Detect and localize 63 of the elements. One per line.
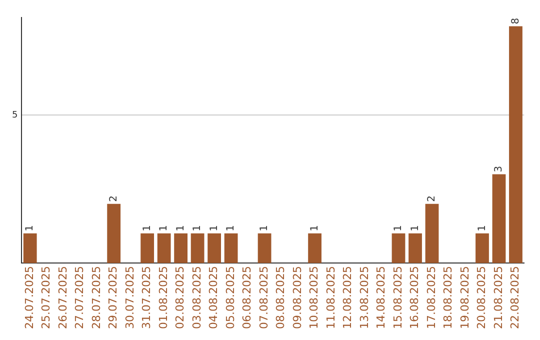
x-tick-label: 25.07.2025 [40,266,53,330]
x-tick-label: 07.08.2025 [257,266,270,330]
x-tick-label: 22.08.2025 [508,266,522,330]
x-tick-label: 12.08.2025 [341,266,354,330]
x-tick-label: 01.08.2025 [156,266,170,330]
bar [107,204,121,264]
x-tick-label: 03.08.2025 [190,266,204,330]
bar [392,233,406,264]
x-tick-label: 11.08.2025 [324,266,338,330]
bar [258,233,272,264]
x-tick-label: 14.08.2025 [374,266,388,330]
x-tick-label: 16.08.2025 [408,266,422,330]
bar [208,233,222,264]
data-label: 2 [108,195,120,202]
x-tick-label: 06.08.2025 [240,266,254,330]
bar [476,233,489,264]
bar [140,233,154,264]
bar [509,26,522,264]
x-tick-label: 21.08.2025 [492,266,505,330]
x-tick-label: 29.07.2025 [106,266,120,330]
bar [425,204,439,264]
x-tick-label: 18.08.2025 [442,266,455,330]
x-tick-label: 10.08.2025 [308,266,321,330]
data-label: 2 [426,195,438,202]
bar [308,233,322,264]
bar [157,233,171,264]
x-tick-label: 13.08.2025 [358,266,371,330]
x-tick-label: 09.08.2025 [290,266,304,330]
x-tick-label: 30.07.2025 [123,266,136,330]
bar [492,174,506,264]
data-label: 1 [393,225,404,232]
x-tick-label: 02.08.2025 [174,266,187,330]
x-tick-label: 19.08.2025 [458,266,472,330]
bar [190,233,204,264]
x-tick-label: 31.07.2025 [140,266,154,330]
x-tick-label: 17.08.2025 [424,266,438,330]
data-label: 1 [192,225,204,232]
bar [23,233,37,264]
data-label: 1 [226,225,237,232]
data-label: 1 [158,225,170,232]
y-tick-label: 5 [12,110,18,120]
data-label: 1 [476,225,488,232]
data-label: 1 [24,225,36,232]
data-label: 8 [510,18,522,24]
x-tick-label: 24.07.2025 [22,266,36,330]
x-tick-label: 08.08.2025 [274,266,288,330]
x-tick-label: 27.07.2025 [73,266,86,330]
bar [174,233,188,264]
x-tick-label: 05.08.2025 [224,266,237,330]
data-label: 1 [142,225,153,232]
x-tick-label: 26.07.2025 [56,266,70,330]
data-label: 1 [410,225,421,232]
data-label: 1 [208,225,220,232]
data-label: 1 [309,225,320,232]
x-tick-label: 04.08.2025 [207,266,220,330]
x-tick-label: 15.08.2025 [391,266,404,330]
data-label: 1 [259,225,270,232]
data-label: 1 [175,225,186,232]
data-label: 3 [494,166,505,172]
bar [224,233,238,264]
x-tick-label: 28.07.2025 [90,266,103,330]
x-tick-label: 20.08.2025 [475,266,488,330]
bar [408,233,422,264]
